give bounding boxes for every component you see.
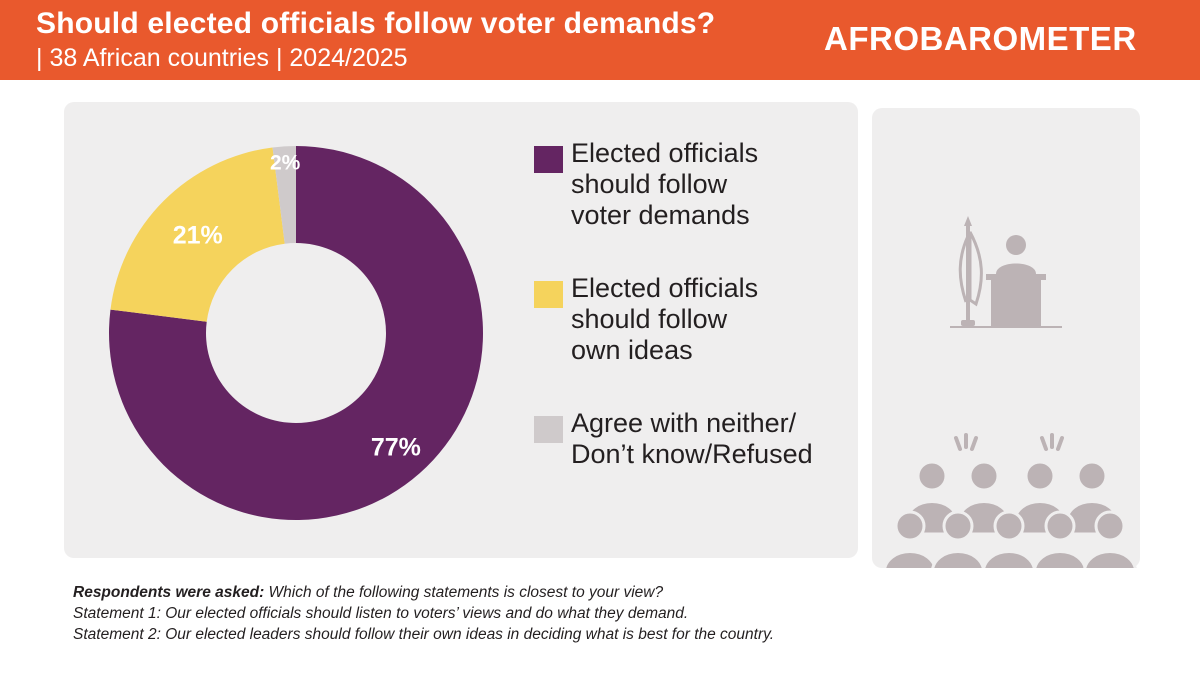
- legend-item-neither-dont-know: Agree with neither/ Don’t know/Refused: [534, 408, 854, 470]
- legend-swatch-neither-dont-know: [534, 416, 563, 443]
- footnote-question: Which of the following statements is clo…: [264, 584, 664, 601]
- illustration-panel: [872, 108, 1140, 568]
- afrobarometer-logo: AFROBAROMETER: [824, 20, 1137, 57]
- data-label-follow-own-ideas: 21%: [173, 222, 223, 250]
- footnote-question-line: Respondents were asked: Which of the fol…: [73, 582, 1173, 603]
- legend-item-follow-voter-demands: Elected officials should follow voter de…: [534, 138, 854, 231]
- page-title: Should elected officials follow voter de…: [36, 7, 716, 40]
- legend-label-neither-dont-know: Agree with neither/ Don’t know/Refused: [571, 408, 813, 469]
- survey-footnote: Respondents were asked: Which of the fol…: [73, 582, 1173, 645]
- legend-label-follow-own-ideas: Elected officials should follow own idea…: [571, 273, 759, 365]
- legend-swatch-follow-own-ideas: [534, 281, 563, 308]
- page-subtitle: | 38 African countries | 2024/2025: [36, 44, 408, 72]
- donut-chart: 77% 21% 2%: [109, 146, 484, 520]
- data-label-neither-dont-know: 2%: [270, 151, 301, 174]
- footnote-statement-1: Statement 1: Our elected officials shoul…: [73, 605, 689, 622]
- legend-label-follow-voter-demands: Elected officials should follow voter de…: [571, 138, 759, 230]
- slice-follow-voter-demands: [109, 146, 484, 520]
- illustration: [883, 216, 1137, 568]
- legend-swatch-follow-voter-demands: [534, 146, 563, 173]
- footnote-statement-2: Statement 2: Our elected leaders should …: [73, 626, 775, 643]
- header-bar: Should elected officials follow voter de…: [0, 0, 1200, 80]
- legend-item-follow-own-ideas: Elected officials should follow own idea…: [534, 273, 854, 366]
- slice-neither-dont-know: [272, 146, 296, 244]
- footnote-lead: Respondents were asked:: [73, 584, 265, 601]
- chart-legend: Elected officials should follow voter de…: [534, 138, 854, 512]
- voters-crowd-icon: [883, 433, 1137, 568]
- official-at-podium-icon: [950, 216, 1062, 328]
- slice-follow-own-ideas: [110, 147, 285, 322]
- data-label-follow-voter-demands: 77%: [371, 433, 421, 461]
